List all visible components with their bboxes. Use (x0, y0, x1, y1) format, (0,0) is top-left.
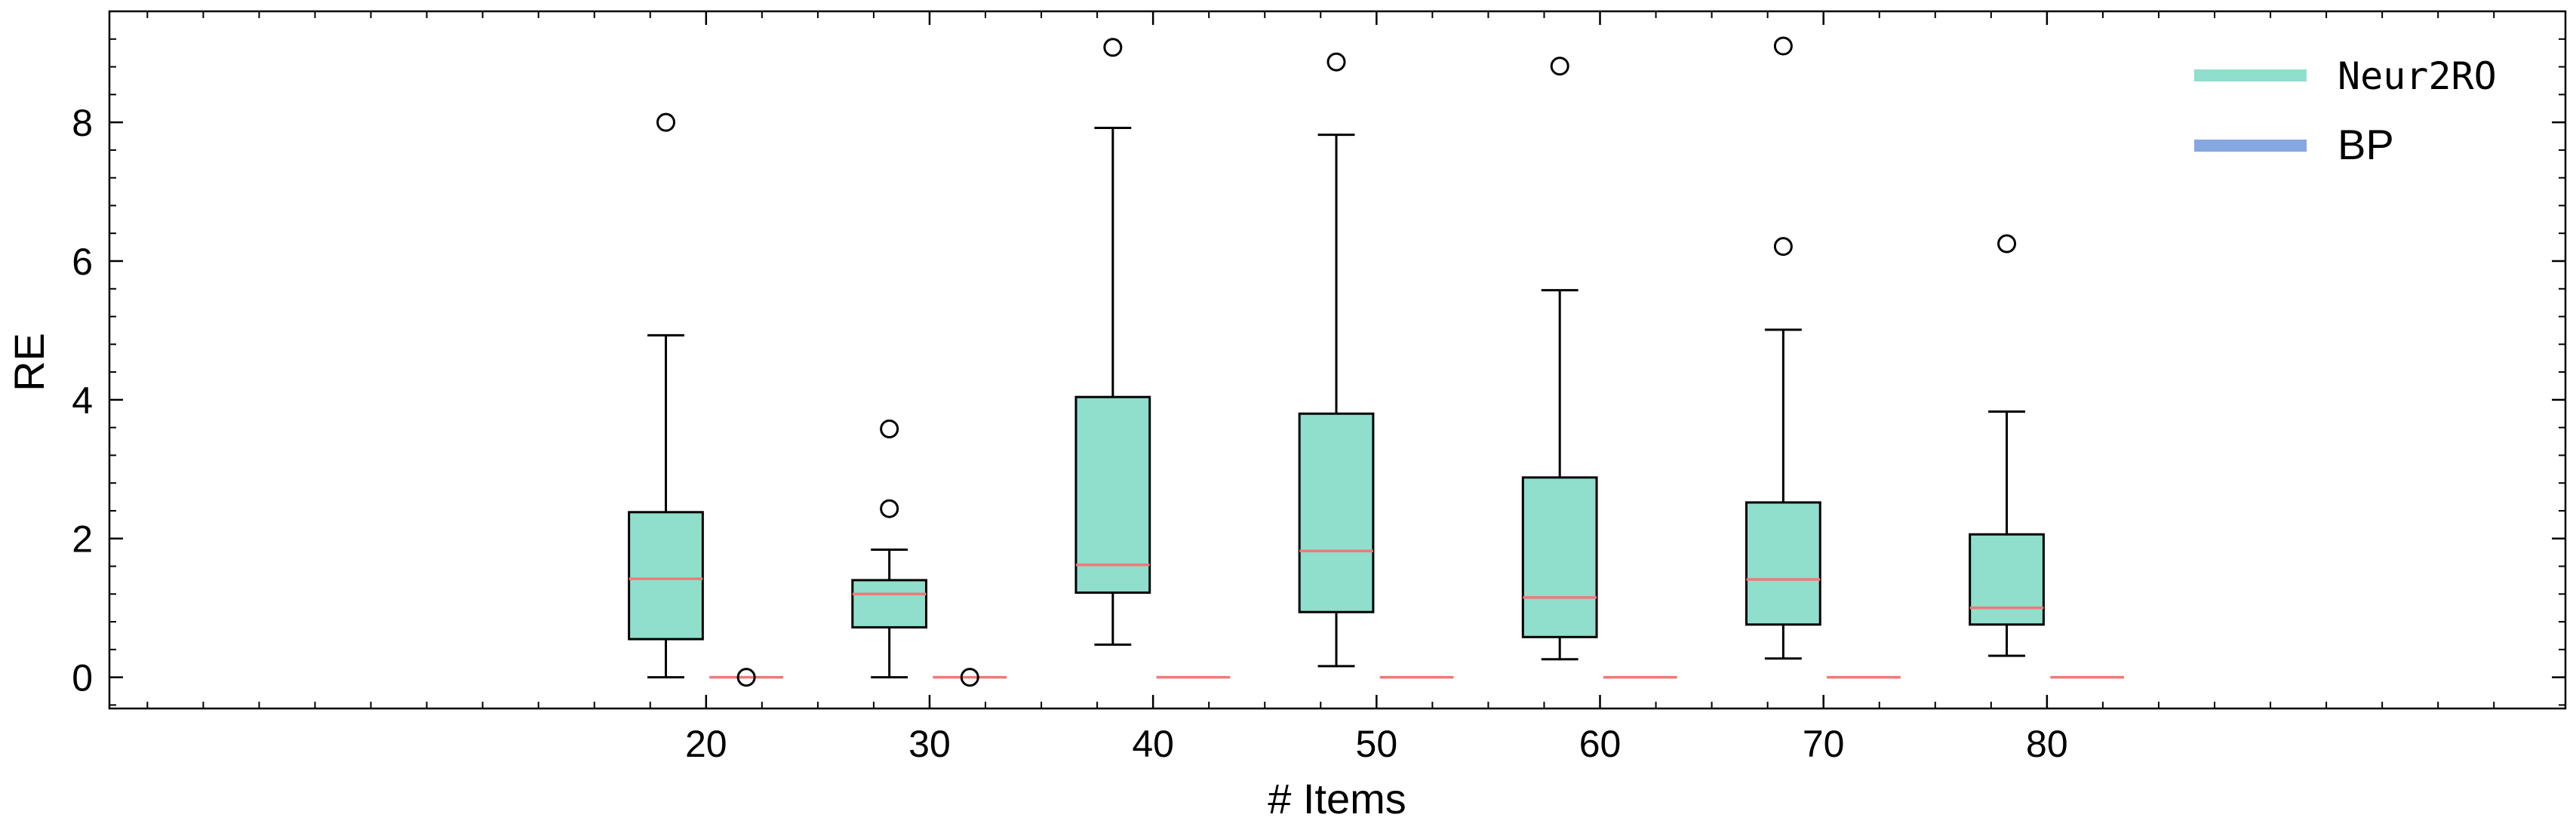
plot-frame (108, 10, 2567, 710)
legend-entry-bp: BP (2194, 121, 2394, 168)
x-axis-title: # Items (1268, 775, 1406, 822)
y-tick-label: 8 (72, 102, 93, 144)
x-tick-label: 40 (1132, 723, 1174, 765)
box-iqr (1521, 476, 1598, 638)
box-bp-20 (709, 668, 783, 687)
outlier-point (1326, 52, 1346, 72)
outlier-point (1773, 237, 1793, 257)
box-bp-30 (933, 668, 1007, 687)
box-neur2ro-50 (1298, 52, 1375, 668)
outlier-point (1997, 234, 2017, 254)
plot-area (628, 36, 2125, 687)
x-tick-label: 20 (685, 723, 727, 765)
y-tick-label: 0 (72, 657, 93, 699)
series-neur2ro (628, 36, 2045, 679)
y-tick-label: 2 (72, 518, 93, 561)
tick-labels: 0 2 4 6 8 20 30 40 50 60 70 80 (72, 102, 2067, 765)
x-tick-label: 60 (1579, 723, 1622, 765)
x-tick-label: 50 (1356, 723, 1398, 765)
outlier-point (1550, 57, 1569, 76)
axis-ticks (109, 11, 2565, 708)
box-neur2ro-40 (1074, 38, 1151, 646)
box-iqr (851, 579, 928, 629)
legend-label: Neur2RO (2338, 54, 2497, 98)
x-tick-label: 30 (908, 723, 951, 765)
box-iqr (1745, 501, 1821, 626)
box-neur2ro-80 (1969, 234, 2045, 657)
box-neur2ro-60 (1521, 57, 1598, 661)
y-tick-label: 4 (72, 380, 93, 422)
legend-label: BP (2338, 121, 2394, 168)
legend: Neur2RO BP (2194, 54, 2497, 168)
box-iqr (1074, 395, 1151, 594)
box-neur2ro-20 (628, 112, 704, 679)
box-iqr (628, 511, 704, 641)
box-iqr (1298, 412, 1375, 613)
outlier-point (1103, 38, 1123, 57)
outlier-point (1773, 36, 1793, 56)
outlier-point (880, 499, 899, 518)
box-neur2ro-70 (1745, 36, 1821, 660)
box-neur2ro-30 (851, 419, 928, 679)
series-bp (709, 668, 2125, 687)
x-tick-label: 70 (1803, 723, 1845, 765)
outlier-point (656, 112, 675, 132)
outlier-point (880, 419, 899, 438)
outlier-point (736, 668, 756, 687)
x-tick-label: 80 (2026, 723, 2068, 765)
legend-entry-neur2ro: Neur2RO (2194, 54, 2497, 98)
box-iqr (1969, 533, 2045, 626)
outlier-point (960, 668, 979, 687)
y-tick-label: 6 (72, 241, 93, 283)
y-axis-title: RE (5, 333, 53, 392)
